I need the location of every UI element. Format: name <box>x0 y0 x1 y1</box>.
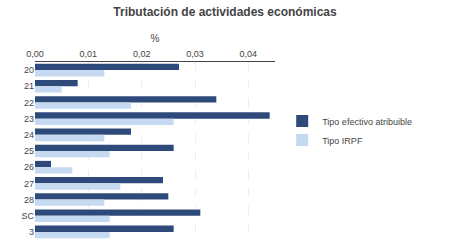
svg-text:26: 26 <box>24 162 34 172</box>
svg-text:0,02: 0,02 <box>133 49 151 59</box>
svg-text:%: % <box>151 33 160 44</box>
svg-text:0,03: 0,03 <box>186 49 204 59</box>
svg-text:Tipo efectivo atribuible: Tipo efectivo atribuible <box>322 117 412 127</box>
svg-text:0,00: 0,00 <box>26 49 44 59</box>
svg-text:28: 28 <box>24 195 34 205</box>
svg-text:21: 21 <box>24 81 34 91</box>
svg-text:Tributación de actividades eco: Tributación de actividades económicas <box>113 5 337 19</box>
svg-text:22: 22 <box>24 98 34 108</box>
svg-text:25: 25 <box>24 146 34 156</box>
svg-text:3: 3 <box>29 227 34 237</box>
svg-text:24: 24 <box>24 130 34 140</box>
svg-text:20: 20 <box>24 65 34 75</box>
svg-text:0,01: 0,01 <box>80 49 98 59</box>
svg-text:0,04: 0,04 <box>240 49 258 59</box>
svg-text:SC: SC <box>21 211 34 221</box>
svg-text:Tipo IRPF: Tipo IRPF <box>322 136 363 146</box>
svg-text:27: 27 <box>24 179 34 189</box>
svg-text:23: 23 <box>24 114 34 124</box>
